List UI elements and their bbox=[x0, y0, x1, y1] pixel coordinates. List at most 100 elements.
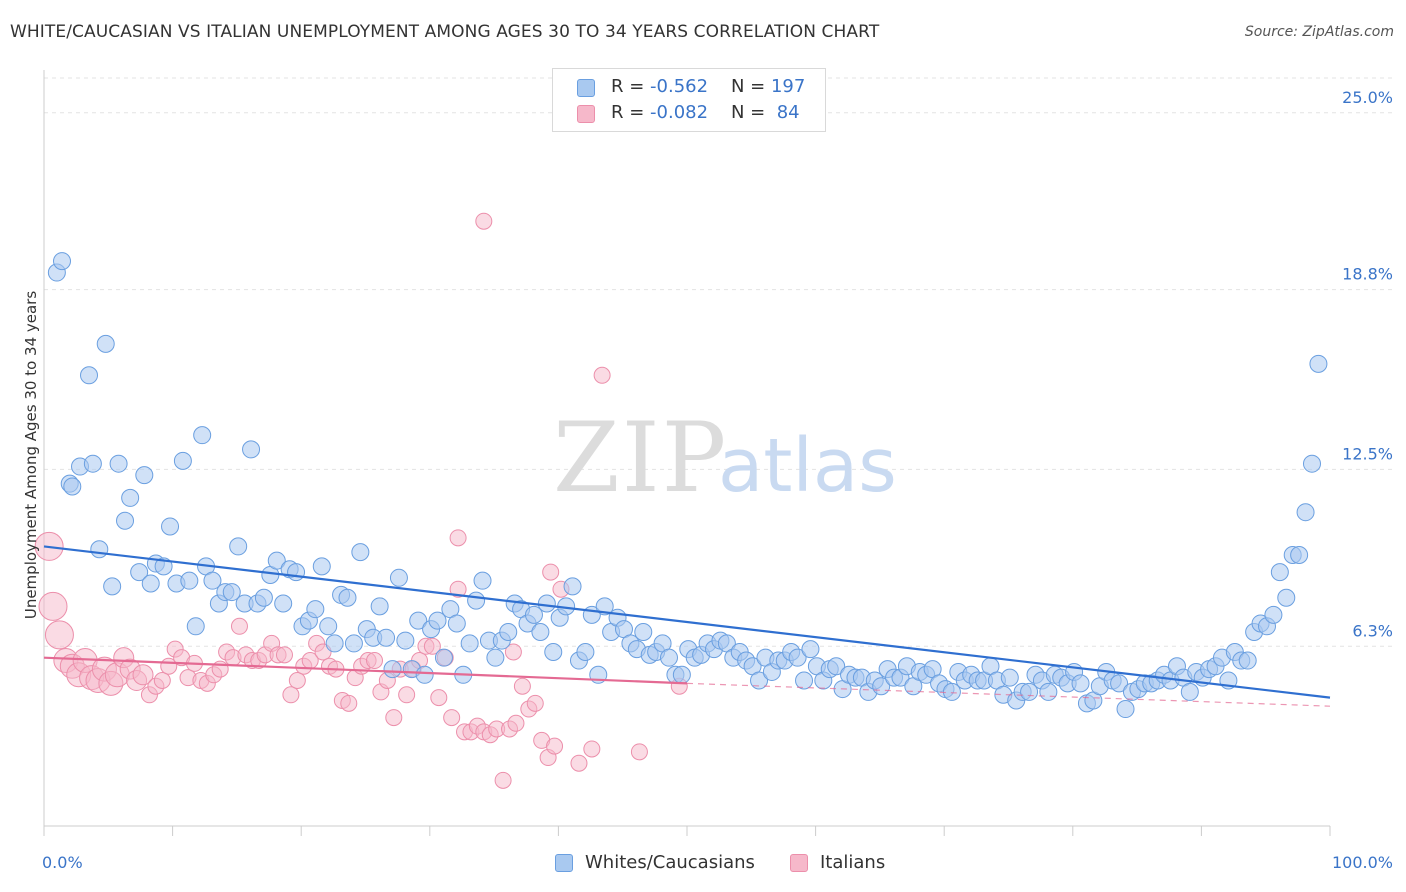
italians-points bbox=[34, 212, 688, 789]
whites-point-195 bbox=[1296, 503, 1315, 522]
whites-point-117 bbox=[795, 671, 814, 690]
r-value-italians: -0.082 bbox=[650, 102, 709, 123]
whites-point-47 bbox=[344, 634, 363, 653]
italians-point-37 bbox=[275, 646, 293, 664]
whites-point-166 bbox=[1110, 674, 1129, 693]
whites-point-67 bbox=[473, 571, 492, 590]
whites-point-66 bbox=[467, 591, 486, 610]
whites-point-196 bbox=[1302, 454, 1321, 473]
n-value-italians: 84 bbox=[770, 102, 800, 123]
italians-point-30 bbox=[230, 617, 248, 635]
whites-point-33 bbox=[254, 588, 273, 607]
whites-point-21 bbox=[180, 571, 199, 590]
whites-point-43 bbox=[319, 617, 338, 636]
italians-point-63 bbox=[443, 709, 461, 727]
whites-point-54 bbox=[389, 568, 408, 587]
italians-point-61 bbox=[430, 689, 448, 707]
italians-point-89 bbox=[504, 643, 522, 661]
whites-point-35 bbox=[267, 551, 286, 570]
whites-point-77 bbox=[537, 594, 556, 613]
italians-point-60 bbox=[423, 637, 441, 655]
whites-point-5 bbox=[80, 366, 99, 385]
whites-point-13 bbox=[130, 563, 149, 582]
whites-point-63 bbox=[447, 614, 466, 633]
whites-point-14 bbox=[135, 466, 154, 485]
whites-point-58 bbox=[415, 665, 434, 684]
italians-point-83 bbox=[630, 743, 648, 761]
italians-point-47 bbox=[340, 694, 358, 712]
italians-point-87 bbox=[449, 529, 467, 547]
italians-point-73 bbox=[507, 714, 525, 732]
whites-point-118 bbox=[801, 640, 820, 659]
italians-point-2 bbox=[44, 620, 74, 650]
stats-text-italians: R = -0.082 N = 84 bbox=[611, 102, 800, 123]
whites-point-186 bbox=[1238, 651, 1257, 670]
whites-point-41 bbox=[306, 600, 325, 619]
whites-point-48 bbox=[351, 543, 370, 562]
stats-box: R = -0.562 N = 197 R = -0.082 N = 84 bbox=[552, 68, 826, 132]
y-tick-label-0: 6.3% bbox=[1352, 621, 1393, 640]
whites-point-190 bbox=[1264, 605, 1283, 624]
whites-point-7 bbox=[90, 540, 109, 559]
whites-point-12 bbox=[121, 488, 140, 507]
whites-point-55 bbox=[396, 631, 415, 650]
italians-point-39 bbox=[288, 672, 306, 690]
italians-point-54 bbox=[385, 709, 403, 727]
whites-point-22 bbox=[186, 617, 205, 636]
whites-point-177 bbox=[1180, 682, 1199, 701]
r-label: R = bbox=[611, 76, 651, 97]
italians-point-85 bbox=[475, 212, 493, 230]
italians-point-38 bbox=[282, 686, 300, 704]
whites-point-192 bbox=[1277, 588, 1296, 607]
whites-point-110 bbox=[750, 671, 769, 690]
chart-source: Source: ZipAtlas.com bbox=[1244, 24, 1394, 40]
italians-point-18 bbox=[153, 672, 171, 690]
whites-point-65 bbox=[460, 634, 479, 653]
italians-point-82 bbox=[583, 740, 601, 758]
whites-point-197 bbox=[1309, 354, 1328, 373]
legend-swatch-italians bbox=[790, 854, 808, 872]
whites-point-96 bbox=[659, 648, 678, 667]
tick-labels: 6.3% 12.5% 18.8% 25.0% 0.0% 100.0% bbox=[42, 88, 1393, 872]
whites-point-149 bbox=[1000, 668, 1019, 687]
n-label: N = bbox=[730, 76, 771, 97]
whites-point-98 bbox=[672, 665, 691, 684]
grid-lines bbox=[44, 77, 1394, 647]
italians-point-74 bbox=[513, 677, 531, 695]
whites-point-15 bbox=[141, 574, 160, 593]
whites-point-78 bbox=[544, 642, 563, 661]
legend: Whites/Caucasians Italians bbox=[0, 850, 1406, 878]
whites-point-191 bbox=[1270, 563, 1289, 582]
watermark: ZIP atlas bbox=[553, 402, 897, 514]
whites-point-76 bbox=[531, 623, 550, 642]
italians-point-81 bbox=[570, 754, 588, 772]
watermark-atlas: atlas bbox=[718, 423, 897, 509]
y-tick-label-3: 25.0% bbox=[1342, 88, 1393, 107]
italians-trend-line bbox=[43, 656, 688, 685]
whites-point-9 bbox=[103, 577, 122, 596]
italians-point-64 bbox=[449, 580, 467, 598]
watermark-zip: ZIP bbox=[553, 402, 728, 514]
legend-swatch-whites bbox=[555, 854, 573, 872]
italians-point-56 bbox=[398, 686, 416, 704]
y-tick-label-1: 12.5% bbox=[1342, 444, 1393, 463]
whites-point-6 bbox=[83, 454, 102, 473]
r-value-whites: -0.562 bbox=[650, 76, 709, 97]
whites-point-116 bbox=[788, 648, 807, 667]
n-value-whites: 197 bbox=[770, 76, 806, 97]
whites-point-92 bbox=[634, 623, 653, 642]
whites-point-42 bbox=[312, 557, 331, 576]
whites-point-23 bbox=[193, 426, 212, 445]
whites-point-122 bbox=[827, 657, 846, 676]
italians-point-1 bbox=[38, 591, 68, 621]
whites-point-81 bbox=[563, 577, 582, 596]
whites-point-44 bbox=[325, 634, 344, 653]
italians-point-71 bbox=[494, 771, 512, 789]
whites-point-155 bbox=[1039, 682, 1058, 701]
whites-point-60 bbox=[428, 611, 447, 630]
whites-point-61 bbox=[434, 648, 453, 667]
chart-title: WHITE/CAUCASIAN VS ITALIAN UNEMPLOYMENT … bbox=[10, 22, 880, 42]
whites-point-17 bbox=[154, 557, 173, 576]
whites-point-71 bbox=[499, 623, 518, 642]
